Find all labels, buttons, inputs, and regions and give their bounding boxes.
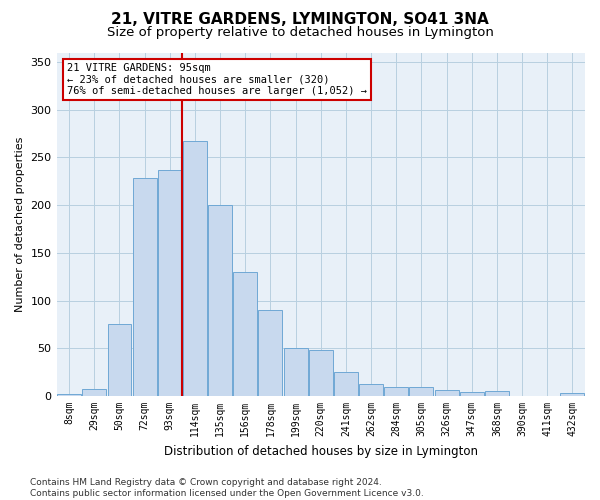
Bar <box>107 324 131 396</box>
Bar <box>334 372 358 396</box>
Bar <box>409 388 433 396</box>
Text: Size of property relative to detached houses in Lymington: Size of property relative to detached ho… <box>107 26 493 39</box>
Bar <box>385 388 408 396</box>
X-axis label: Distribution of detached houses by size in Lymington: Distribution of detached houses by size … <box>164 444 478 458</box>
Bar <box>183 142 207 396</box>
Bar <box>485 392 509 396</box>
Text: Contains HM Land Registry data © Crown copyright and database right 2024.
Contai: Contains HM Land Registry data © Crown c… <box>30 478 424 498</box>
Bar <box>284 348 308 396</box>
Bar <box>82 390 106 396</box>
Bar <box>57 394 81 396</box>
Bar <box>434 390 458 396</box>
Text: 21, VITRE GARDENS, LYMINGTON, SO41 3NA: 21, VITRE GARDENS, LYMINGTON, SO41 3NA <box>111 12 489 28</box>
Bar <box>309 350 333 396</box>
Y-axis label: Number of detached properties: Number of detached properties <box>15 136 25 312</box>
Bar <box>560 393 584 396</box>
Bar <box>208 205 232 396</box>
Text: 21 VITRE GARDENS: 95sqm
← 23% of detached houses are smaller (320)
76% of semi-d: 21 VITRE GARDENS: 95sqm ← 23% of detache… <box>67 63 367 96</box>
Bar <box>158 170 182 396</box>
Bar <box>460 392 484 396</box>
Bar <box>259 310 283 396</box>
Bar <box>359 384 383 396</box>
Bar <box>233 272 257 396</box>
Bar <box>133 178 157 396</box>
